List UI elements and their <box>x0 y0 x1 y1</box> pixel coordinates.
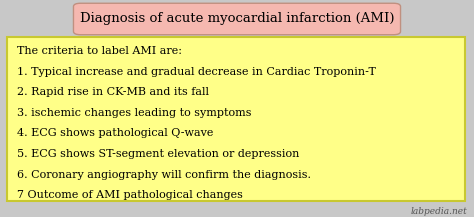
FancyBboxPatch shape <box>7 37 465 201</box>
FancyBboxPatch shape <box>73 3 401 35</box>
Text: 3. ischemic changes leading to symptoms: 3. ischemic changes leading to symptoms <box>17 108 251 118</box>
Text: The criteria to label AMI are:: The criteria to label AMI are: <box>17 46 182 56</box>
Text: labpedia.net: labpedia.net <box>410 207 467 216</box>
Text: 6. Coronary angiography will confirm the diagnosis.: 6. Coronary angiography will confirm the… <box>17 170 310 180</box>
Text: 5. ECG shows ST-segment elevation or depression: 5. ECG shows ST-segment elevation or dep… <box>17 149 299 159</box>
Text: 4. ECG shows pathological Q-wave: 4. ECG shows pathological Q-wave <box>17 128 213 138</box>
Text: 2. Rapid rise in CK-MB and its fall: 2. Rapid rise in CK-MB and its fall <box>17 87 209 97</box>
Text: Diagnosis of acute myocardial infarction (AMI): Diagnosis of acute myocardial infarction… <box>80 13 394 25</box>
Text: 7 Outcome of AMI pathological changes: 7 Outcome of AMI pathological changes <box>17 190 243 200</box>
Text: 1. Typical increase and gradual decrease in Cardiac Troponin-T: 1. Typical increase and gradual decrease… <box>17 67 375 77</box>
